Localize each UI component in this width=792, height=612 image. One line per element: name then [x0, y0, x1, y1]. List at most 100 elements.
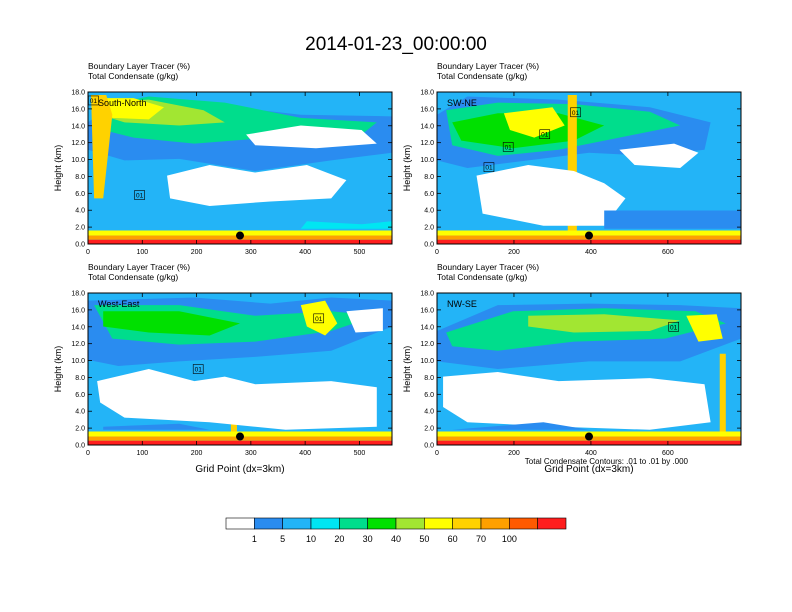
- field-region: [300, 221, 392, 229]
- plot-frame: [436, 91, 742, 245]
- colorbar-swatch: [367, 517, 397, 530]
- panel-title-line1: Boundary Layer Tracer (%): [437, 61, 539, 71]
- field-region: [97, 98, 164, 120]
- y-tick-label: 4.0: [75, 409, 85, 416]
- colorbar-swatch: [254, 517, 283, 530]
- x-axis-label: Grid Point (dx=3km): [195, 464, 284, 475]
- field-region: [719, 353, 726, 438]
- field-region: [346, 308, 383, 333]
- y-tick-label: 10.0: [71, 157, 85, 164]
- location-marker: [236, 432, 244, 441]
- colorbar-tick-label: 40: [391, 534, 401, 544]
- y-tick-label: 6.0: [75, 392, 85, 399]
- location-marker: [585, 432, 593, 441]
- panel-label: NW-SE: [447, 299, 477, 309]
- y-axis-label: Height (km): [53, 346, 63, 393]
- panel: 0 100 200 300 400 500 0.0 2.0 4.0 6.0 8.0 10.0 12.0 1…: [53, 262, 393, 475]
- y-tick-label: 0.0: [75, 443, 85, 450]
- tracer-field: [437, 92, 741, 244]
- field-region: [476, 164, 626, 226]
- panel-label: West-East: [98, 299, 140, 309]
- x-tick-label: 500: [354, 450, 366, 457]
- colorbar-swatch: [395, 517, 425, 530]
- field-region: [452, 422, 589, 430]
- y-tick-label: 18.0: [420, 291, 434, 298]
- field-region: [103, 423, 210, 430]
- panel-label: SW-NE: [447, 98, 477, 108]
- colorbar-tick-label: 70: [476, 534, 486, 544]
- y-tick-label: 18.0: [71, 291, 85, 298]
- panel-title-line1: Boundary Layer Tracer (%): [88, 61, 190, 71]
- panel-title-line1: Boundary Layer Tracer (%): [437, 262, 539, 272]
- surface-band: [88, 440, 392, 445]
- contour-footnote: Total Condensate Contours: .01 to .01 by…: [525, 457, 689, 466]
- contour-label-box: [192, 364, 204, 374]
- y-tick-label: 18.0: [420, 90, 434, 97]
- y-tick-label: 2.0: [424, 225, 434, 232]
- contour-label-box: [668, 321, 679, 332]
- x-tick-label: 400: [299, 249, 311, 256]
- contour-label-box: [313, 313, 325, 324]
- colorbar-tick-label: 30: [363, 534, 373, 544]
- contour-label: 01: [541, 132, 549, 139]
- y-tick-label: 12.0: [420, 341, 434, 348]
- x-tick-label: 200: [191, 450, 203, 457]
- contour-label: 01: [90, 98, 98, 105]
- colorbar-swatch: [424, 517, 453, 530]
- x-tick-label: 100: [136, 249, 148, 256]
- y-tick-label: 10.0: [420, 358, 434, 365]
- y-tick-label: 4.0: [424, 208, 434, 215]
- tracer-field: [437, 293, 741, 445]
- x-tick-label: 500: [354, 249, 366, 256]
- colorbar-tick-label: 5: [280, 534, 285, 544]
- contour-label-box: [502, 142, 514, 152]
- colorbar-tick-label: 1: [252, 534, 257, 544]
- location-marker: [585, 231, 593, 240]
- colorbar-tick-label: 10: [306, 534, 316, 544]
- surface-band: [437, 239, 741, 244]
- figure-title: 2014-01-23_00:00:00: [305, 34, 487, 55]
- contour-label-box: [570, 107, 581, 118]
- y-tick-label: 14.0: [420, 324, 434, 331]
- contour-label: 01: [136, 193, 144, 200]
- field-region: [619, 143, 699, 168]
- y-tick-label: 14.0: [71, 123, 85, 130]
- y-tick-label: 6.0: [424, 191, 434, 198]
- contour-label-box: [539, 129, 551, 140]
- y-axis-label: Height (km): [402, 346, 412, 393]
- contour-label-box: [88, 95, 99, 106]
- x-tick-label: 0: [435, 450, 439, 457]
- y-tick-label: 12.0: [420, 140, 434, 147]
- colorbar-swatch: [509, 517, 538, 530]
- y-tick-label: 2.0: [75, 426, 85, 433]
- contour-label: 01: [505, 144, 513, 151]
- contour-label: 01: [670, 324, 678, 331]
- surface-band: [88, 239, 392, 244]
- field-region: [604, 210, 741, 229]
- field-region: [91, 95, 113, 199]
- y-tick-label: 2.0: [75, 225, 85, 232]
- y-axis-label: Height (km): [402, 145, 412, 192]
- y-tick-label: 12.0: [71, 140, 85, 147]
- x-tick-label: 200: [508, 450, 520, 457]
- colorbar-swatch: [225, 517, 255, 530]
- y-tick-label: 2.0: [424, 426, 434, 433]
- y-axis-label: Height (km): [53, 145, 63, 192]
- y-tick-label: 14.0: [71, 324, 85, 331]
- field-region: [528, 314, 681, 333]
- y-tick-label: 14.0: [420, 123, 434, 130]
- contour-label-box: [134, 190, 145, 200]
- plot-frame: [87, 91, 393, 245]
- y-tick-label: 0.0: [424, 242, 434, 249]
- y-tick-label: 4.0: [424, 409, 434, 416]
- colorbar-tick-label: 20: [334, 534, 344, 544]
- field-region: [443, 372, 711, 430]
- x-tick-label: 300: [245, 450, 257, 457]
- panel-title-line2: Total Condensate (g/kg): [88, 71, 178, 81]
- x-tick-label: 0: [86, 450, 90, 457]
- panel: 0 200 400 600 0.0 2.0 4.0 6.0 8.0 10.0 12.0 14.0 16.…: [402, 262, 742, 475]
- y-tick-label: 18.0: [71, 90, 85, 97]
- y-tick-label: 8.0: [75, 174, 85, 181]
- plot-frame: [436, 292, 742, 446]
- panel-title-line2: Total Condensate (g/kg): [437, 71, 527, 81]
